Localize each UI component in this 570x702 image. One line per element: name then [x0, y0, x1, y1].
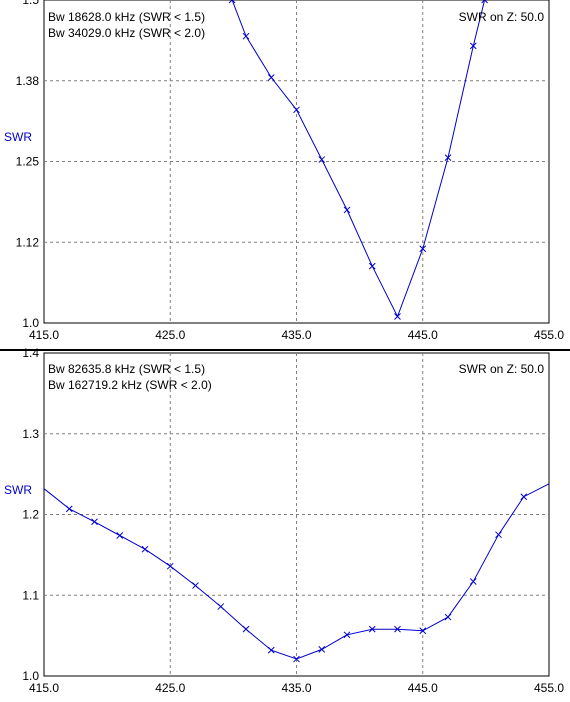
data-point-marker	[394, 625, 401, 633]
data-point-marker	[469, 578, 477, 585]
bandwidth-line-2: Bw 162719.2 kHz (SWR < 2.0)	[48, 378, 212, 392]
bandwidth-line-1: Bw 18628.0 kHz (SWR < 1.5)	[48, 10, 205, 24]
y-tick-labels: 1.0 1.12 1.25 1.38 1.5	[16, 0, 40, 330]
y-tick-label: 1.4	[22, 346, 39, 360]
data-point-marker	[141, 545, 149, 553]
swr-line	[231, 0, 486, 318]
x-tick-label: 455.0	[534, 328, 564, 342]
data-point-marker	[343, 206, 351, 214]
data-point-marker	[343, 631, 351, 639]
data-point-marker	[394, 313, 401, 320]
x-tick-label: 455.0	[534, 681, 564, 695]
data-point-marker	[469, 42, 477, 50]
grid-lines	[44, 0, 549, 323]
data-point-marker	[444, 154, 452, 161]
x-tick-label: 415.0	[29, 681, 59, 695]
impedance-label: SWR on Z: 50.0	[459, 10, 545, 24]
bandwidth-line-1: Bw 82635.8 kHz (SWR < 1.5)	[48, 362, 205, 376]
data-point-marker	[419, 627, 427, 635]
x-tick-labels: 415.0 425.0 435.0 445.0 455.0	[29, 681, 564, 695]
y-tick-label: 1.12	[16, 235, 40, 249]
y-tick-label: 1.2	[22, 508, 39, 522]
y-tick-label: 1.1	[22, 588, 39, 602]
x-tick-label: 425.0	[155, 681, 185, 695]
data-point-marker	[368, 625, 376, 633]
y-axis-label: SWR	[4, 130, 32, 144]
swr-chart-bottom: 415.0 425.0 435.0 445.0 455.0 1.01.11.21.31.…	[4, 346, 564, 695]
x-tick-labels: 415.0 425.0 435.0 445.0 455.0	[29, 328, 564, 342]
x-tick-label: 445.0	[408, 681, 438, 695]
x-tick-label: 435.0	[281, 328, 311, 342]
data-point-marker	[242, 625, 250, 633]
data-point-marker	[419, 245, 427, 253]
data-point-marker	[267, 646, 275, 654]
data-point-marker	[192, 582, 199, 589]
bandwidth-line-2: Bw 34029.0 kHz (SWR < 2.0)	[48, 26, 205, 40]
y-axis-label: SWR	[4, 483, 32, 497]
data-point-marker	[318, 156, 326, 163]
y-tick-label: 1.3	[22, 427, 39, 441]
data-point-marker	[293, 655, 300, 663]
swr-series	[228, 0, 488, 320]
data-point-marker	[242, 32, 250, 40]
data-point-marker	[318, 645, 326, 653]
data-point-marker	[267, 74, 275, 81]
y-tick-label: 1.38	[16, 74, 40, 88]
data-point-marker	[293, 106, 300, 114]
y-tick-labels: 1.0 1.1 1.2 1.3 1.4	[22, 346, 39, 683]
swr-series	[44, 483, 549, 663]
impedance-label: SWR on Z: 50.0	[459, 362, 545, 376]
x-tick-label: 425.0	[155, 328, 185, 342]
y-tick-label: 1.25	[16, 155, 40, 169]
grid-lines	[44, 353, 549, 676]
x-tick-label: 445.0	[408, 328, 438, 342]
data-point-marker	[228, 0, 236, 4]
data-point-marker	[368, 262, 376, 270]
data-point-marker	[217, 603, 225, 610]
data-point-marker	[65, 505, 73, 513]
x-tick-label: 415.0	[29, 328, 59, 342]
data-point-marker	[520, 493, 528, 501]
y-tick-label: 1.0	[22, 669, 39, 683]
data-point-marker	[116, 532, 124, 539]
data-point-marker	[444, 613, 452, 621]
swr-chart-top: 415.0 425.0 435.0 445.0 455.0 1.0 1.12 1.25 1.3…	[4, 0, 564, 342]
x-tick-label: 435.0	[281, 681, 311, 695]
data-point-marker	[495, 531, 502, 539]
data-point-marker	[91, 518, 98, 526]
data-point-marker	[166, 562, 174, 570]
data-point-marker	[481, 0, 488, 4]
y-tick-label: 1.5	[22, 0, 39, 7]
y-tick-label: 1.0	[22, 316, 39, 330]
